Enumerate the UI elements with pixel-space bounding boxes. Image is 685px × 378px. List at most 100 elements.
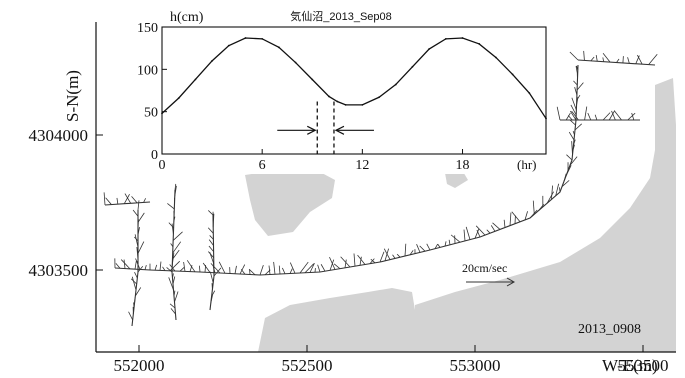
main-x-tick-label: 553500 [618, 356, 669, 375]
current-vector [648, 53, 658, 65]
current-vector [509, 212, 512, 226]
current-vector [396, 253, 401, 258]
current-vector [208, 245, 214, 252]
current-vector [208, 210, 214, 216]
current-vector [304, 263, 315, 274]
current-vector [492, 222, 501, 230]
current-vector [637, 54, 643, 65]
inset-frame [161, 26, 547, 155]
current-vector [115, 263, 121, 269]
current-vector [329, 256, 336, 270]
inset-background [129, 12, 550, 174]
tide-point [227, 44, 230, 47]
land-east-coast [415, 78, 676, 352]
land-southwest-shore [258, 288, 415, 352]
tide-point [336, 100, 339, 103]
current-vector [159, 261, 162, 271]
land-masses [245, 78, 676, 352]
current-vector [278, 265, 281, 275]
current-vector [590, 56, 595, 62]
current-vector [563, 173, 567, 182]
current-vector [166, 267, 173, 273]
tide-point [411, 65, 414, 68]
current-vector [282, 267, 286, 274]
tide-point [177, 97, 180, 100]
current-vector [602, 112, 611, 121]
current-vector [170, 243, 174, 247]
current-vector [137, 241, 145, 254]
current-vector [179, 266, 185, 272]
current-vector [474, 228, 480, 239]
current-vector-field [103, 50, 658, 327]
current-vector [570, 104, 577, 116]
current-vector [409, 250, 414, 256]
current-vector [571, 141, 573, 156]
main-y-tick-label: 4303500 [29, 261, 89, 280]
current-vector [213, 267, 222, 277]
current-vector [131, 276, 137, 291]
tide-point [161, 112, 163, 115]
current-vector [320, 264, 326, 272]
current-vector [569, 51, 579, 61]
current-vector [134, 261, 137, 270]
current-vector [583, 50, 585, 61]
inset-x-tick-label: 0 [159, 158, 166, 173]
current-vector [359, 256, 362, 266]
current-vector [329, 259, 335, 271]
current-vector [379, 251, 385, 263]
current-vector [572, 130, 575, 136]
main-y-ticks: 4304000 4303500 [29, 126, 103, 280]
current-vector [602, 52, 611, 63]
tide-point [328, 95, 330, 98]
current-vector [486, 229, 491, 234]
current-vector [167, 203, 175, 210]
current-vector [344, 259, 347, 268]
current-vector [202, 262, 211, 273]
current-vector [120, 259, 131, 270]
scale-label: 20cm/sec [462, 261, 507, 275]
current-vector [289, 262, 296, 274]
current-vector [574, 87, 578, 96]
inset-x-axis-label: (hr) [517, 157, 537, 172]
current-vector [173, 216, 176, 222]
tide-point [461, 37, 464, 39]
current-vector [568, 131, 575, 141]
survey-track [104, 201, 151, 206]
current-vector [602, 57, 605, 62]
current-vector [627, 112, 636, 121]
current-vector [123, 259, 126, 269]
tide-point [211, 59, 213, 62]
current-vector [105, 197, 112, 205]
current-vector [567, 115, 573, 121]
current-vector [450, 234, 461, 243]
tide-point [528, 92, 531, 94]
tide-point [277, 46, 280, 49]
inset-y-tick-label: 150 [137, 21, 158, 36]
current-vector [631, 112, 635, 121]
current-vector [463, 229, 466, 241]
current-vector [572, 144, 575, 151]
current-vector [573, 80, 578, 86]
main-x-tick-label: 552000 [114, 356, 165, 375]
current-vector [268, 265, 271, 275]
current-vector [476, 229, 481, 238]
current-vector [569, 119, 576, 126]
current-vector [559, 187, 561, 193]
current-vector [444, 241, 447, 247]
current-vector [392, 254, 396, 259]
current-vector [212, 213, 215, 228]
current-vector [174, 291, 179, 303]
inset-y-axis-label: h(cm) [170, 10, 204, 25]
right-arrowhead [334, 125, 345, 135]
left-arrowhead [307, 125, 317, 135]
main-x-axis-label: W-E(m) [602, 356, 658, 375]
current-vector [124, 193, 132, 204]
current-vector [218, 261, 226, 274]
tide-point [428, 48, 431, 50]
current-vector [259, 264, 264, 276]
current-vector [240, 269, 246, 275]
current-vector [503, 219, 506, 228]
inset-y-tick-label: 0 [151, 148, 158, 163]
inset-y-tick-label: 100 [137, 63, 158, 78]
